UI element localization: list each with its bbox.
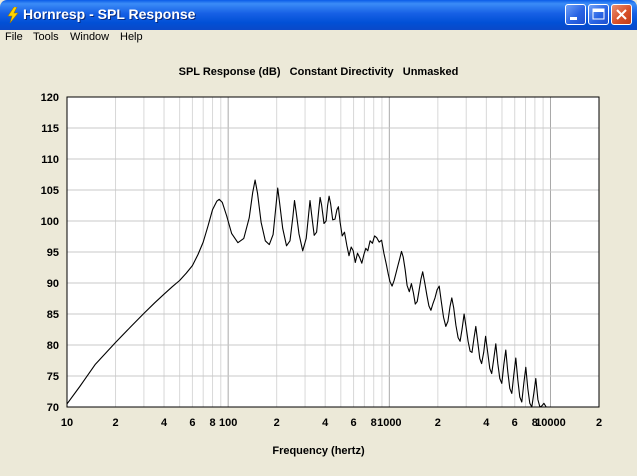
y-tick-label: 100 — [41, 216, 59, 228]
x-axis-label: Frequency (hertz) — [272, 445, 365, 457]
chart-title: SPL Response (dB) Constant Directivity U… — [0, 66, 637, 78]
x-tick-label: 2 — [435, 417, 441, 429]
lightning-icon — [7, 7, 19, 23]
x-tick-label: 10000 — [535, 417, 566, 429]
y-tick-label: 70 — [47, 402, 59, 414]
menu-file[interactable]: File — [5, 31, 23, 43]
x-tick-label: 8 — [371, 417, 377, 429]
x-tick-label: 10 — [61, 417, 73, 429]
y-tick-label: 115 — [41, 123, 59, 135]
chart-title-directivity: Constant Directivity — [289, 66, 394, 78]
menu-help[interactable]: Help — [120, 31, 143, 43]
menu-window[interactable]: Window — [70, 31, 110, 43]
minimize-icon — [570, 17, 577, 20]
title-bar[interactable]: Hornresp - SPL Response — [0, 0, 637, 30]
close-icon — [616, 9, 627, 20]
x-tick-label: 2 — [112, 417, 118, 429]
x-tick-label: 8 — [209, 417, 215, 429]
x-tick-label: 6 — [512, 417, 518, 429]
x-tick-label: 2 — [596, 417, 602, 429]
y-tick-label: 110 — [41, 154, 59, 166]
x-tick-label: 1000 — [377, 417, 401, 429]
chart-title-mask: Unmasked — [402, 66, 459, 78]
y-tick-label: 105 — [41, 185, 59, 197]
x-tick-label: 4 — [322, 417, 329, 429]
y-tick-label: 85 — [47, 309, 59, 321]
close-button[interactable] — [611, 4, 632, 25]
chart-title-metric: SPL Response (dB) — [178, 66, 281, 78]
x-tick-label: 6 — [351, 417, 357, 429]
plot-border — [66, 96, 600, 408]
x-tick-label: 8 — [532, 417, 538, 429]
x-tick-label: 6 — [189, 417, 195, 429]
minimize-button[interactable] — [565, 4, 586, 25]
menu-tools[interactable]: Tools — [33, 31, 59, 43]
x-tick-label: 2 — [274, 417, 280, 429]
y-tick-label: 75 — [47, 371, 59, 383]
y-tick-label: 95 — [47, 247, 59, 259]
window-title: Hornresp - SPL Response — [23, 6, 196, 22]
y-tick-label: 90 — [47, 278, 59, 290]
x-tick-label: 100 — [219, 417, 237, 429]
y-tick-label: 120 — [41, 92, 59, 104]
maximize-button[interactable] — [588, 4, 609, 25]
menu-bar: File Tools Window Help — [0, 30, 637, 48]
spl-series-line — [66, 179, 549, 408]
x-tick-label: 4 — [161, 417, 168, 429]
x-tick-label: 4 — [483, 417, 490, 429]
maximize-icon — [592, 8, 605, 20]
y-tick-label: 80 — [47, 340, 59, 352]
